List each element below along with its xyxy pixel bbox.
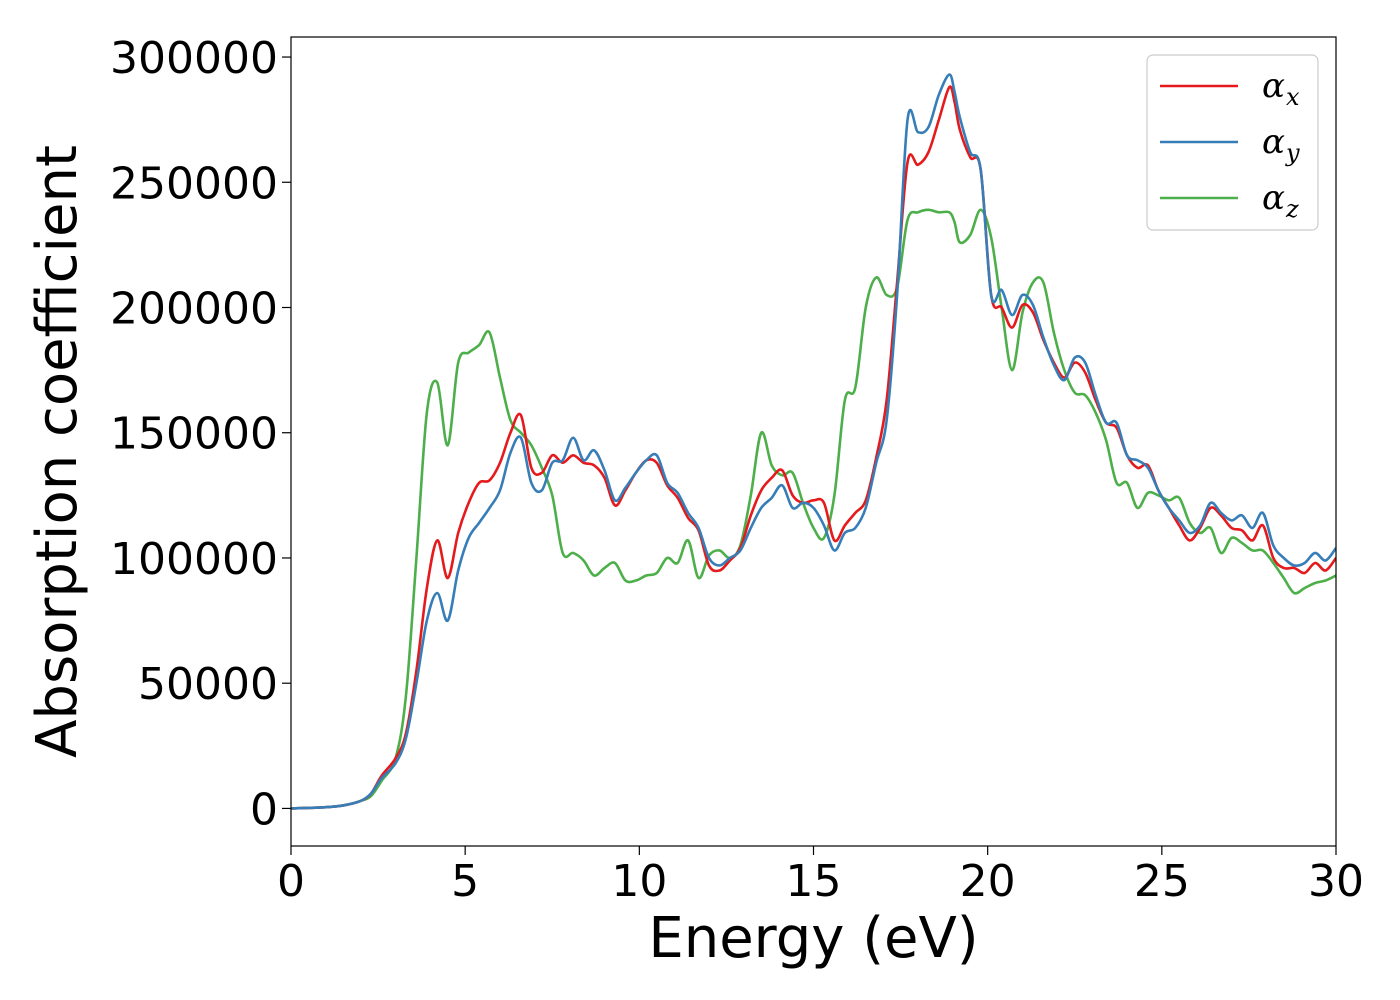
legend-label-symbol: α — [1262, 122, 1285, 162]
x-tick-label: 10 — [611, 856, 667, 907]
series-layer — [291, 73, 1336, 810]
legend-label-symbol: α — [1262, 178, 1285, 218]
y-tick-label: 100000 — [110, 534, 278, 585]
y-axis-label: Absorption coefficient — [25, 145, 90, 758]
x-tick-label: 0 — [277, 856, 305, 907]
legend-label-y: αy — [1262, 122, 1300, 167]
y-tick-label: 300000 — [110, 33, 278, 84]
legend-label-subscript: z — [1285, 195, 1299, 223]
x-tick-label: 20 — [960, 856, 1016, 907]
y-tick-label: 0 — [250, 784, 278, 835]
y-tick-label: 150000 — [110, 409, 278, 460]
x-axis-ticks: 0 5 10 15 20 25 30 — [277, 846, 1364, 907]
y-tick-label: 50000 — [138, 659, 278, 710]
x-tick-label: 15 — [786, 856, 842, 907]
x-tick-label: 30 — [1308, 856, 1364, 907]
y-axis-ticks: 0 50000 100000 150000 200000 250000 300000 — [110, 33, 291, 835]
legend-label-symbol: α — [1262, 66, 1285, 106]
legend-label-z: αz — [1262, 178, 1299, 223]
legend-label-subscript: y — [1285, 139, 1300, 167]
legend-label-subscript: x — [1286, 83, 1300, 111]
y-tick-label: 200000 — [110, 284, 278, 335]
x-tick-label: 25 — [1134, 856, 1190, 907]
y-tick-label: 250000 — [110, 158, 278, 209]
x-axis-label: Energy (eV) — [648, 906, 978, 971]
series-line-y — [291, 73, 1336, 810]
legend-label-x: αx — [1262, 66, 1300, 111]
x-tick-label: 5 — [451, 856, 479, 907]
